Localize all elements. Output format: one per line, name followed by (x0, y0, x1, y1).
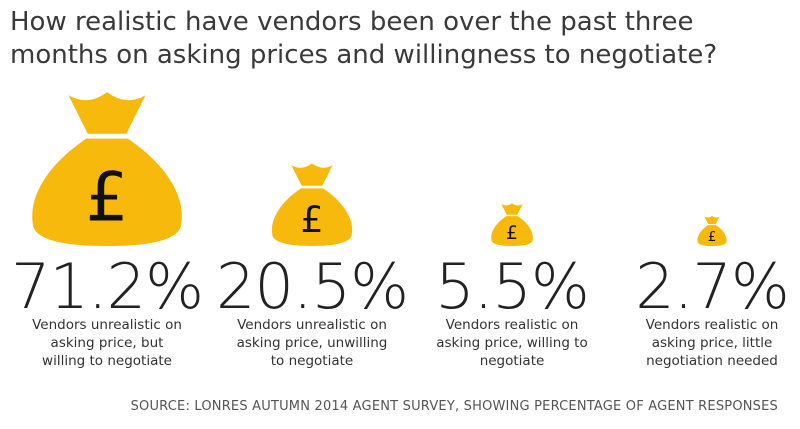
bag-symbol: £ (301, 198, 324, 241)
value-label: 20.5% (216, 250, 408, 323)
bag-body (491, 216, 533, 246)
bag-top (704, 216, 720, 225)
money-bag: £ (32, 92, 182, 247)
category-label: Vendors unrealistic on asking price, unw… (236, 317, 388, 369)
bag-body (32, 138, 182, 247)
source-note: SOURCE: LONRES AUTUMN 2014 AGENT SURVEY,… (130, 399, 778, 414)
money-bag: £ (271, 163, 353, 246)
category-label: Vendors realistic on asking price, willi… (436, 317, 588, 369)
bag-symbol: £ (86, 158, 129, 236)
value-label: 2.7% (635, 250, 789, 323)
bag-top (68, 92, 146, 134)
bag-symbol: £ (506, 223, 518, 244)
bag-top (291, 163, 333, 186)
value-label: 5.5% (435, 250, 589, 323)
bag-symbol: £ (708, 230, 716, 245)
category-label: Vendors unrealistic on asking price, but… (32, 317, 182, 369)
category-label: Vendors realistic on asking price, littl… (645, 317, 779, 369)
chart-title: How realistic have vendors been over the… (10, 7, 718, 70)
bag-body (271, 188, 353, 246)
value-label: 71.2% (11, 250, 203, 323)
bag-top (501, 203, 523, 215)
bag-body (697, 225, 727, 246)
money-bag: £ (697, 216, 727, 246)
money-bag: £ (491, 203, 533, 246)
